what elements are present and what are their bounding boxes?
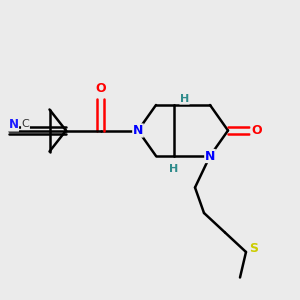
Text: H: H [180, 94, 189, 104]
Text: C: C [22, 119, 29, 130]
Text: O: O [251, 124, 262, 137]
Text: H: H [169, 164, 178, 175]
Text: N: N [8, 118, 19, 131]
Text: S: S [249, 242, 258, 256]
Text: N: N [205, 149, 215, 163]
Text: N: N [133, 124, 143, 137]
Text: O: O [95, 82, 106, 95]
